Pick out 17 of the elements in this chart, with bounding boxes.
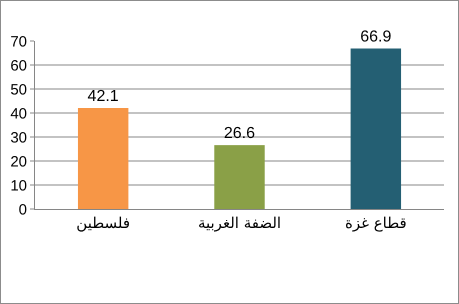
y-tick-label: 20	[10, 153, 27, 170]
y-tick-label: 10	[10, 177, 27, 194]
y-tick-label: 30	[10, 129, 27, 146]
bar	[78, 108, 128, 209]
y-tick-label: 70	[10, 33, 27, 50]
y-tick-label: 0	[18, 201, 27, 218]
bar	[350, 48, 402, 209]
data-label: 66.9	[360, 28, 392, 46]
y-tick-label: 40	[10, 105, 27, 122]
data-label: 26.6	[224, 125, 256, 142]
y-tick-label: 60	[10, 57, 27, 74]
x-tick-label: الضفة الغربية	[198, 214, 282, 232]
y-tick-label: 50	[10, 81, 27, 98]
x-tick-label: فلسطين	[76, 214, 130, 232]
x-tick-label: قطاع غزة	[344, 214, 407, 232]
data-label: 42.1	[88, 88, 119, 105]
bar	[214, 145, 265, 209]
